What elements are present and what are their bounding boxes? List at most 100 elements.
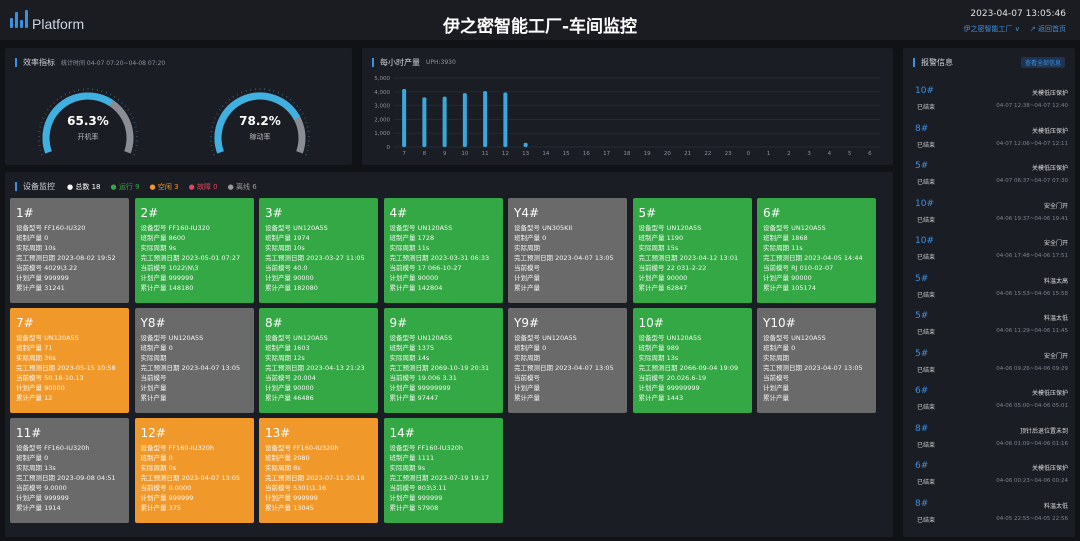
gauge-tick <box>73 89 75 93</box>
device-card[interactable]: Y10# 设备型号 UN120A5S 班制产量 0 实际周期 完工预测日期 2023-… <box>757 308 876 413</box>
alarm-status: 已结束 <box>917 179 936 186</box>
back-link[interactable]: ↗ 返回首页 <box>1029 25 1066 33</box>
gauge-tick <box>296 105 299 108</box>
alarm-item[interactable]: 8# 已结束 料温太低 04-05 22:55~04-05 22:56 <box>913 499 1068 537</box>
alarm-item[interactable]: 8# 已结束 关模低压保护 04-07 12:06~04-07 12:11 <box>913 124 1068 162</box>
view-all-alarms-link[interactable]: 查看全部信息 <box>1020 57 1065 68</box>
device-card[interactable]: 14# 设备型号 FF160-IU320h 班制产量 1111 实际周期 9s 完工预测… <box>383 418 503 523</box>
device-field: 计划产量 999999 <box>389 494 443 502</box>
device-card[interactable]: Y8# 设备型号 UN120A5S 班制产量 0 实际周期 完工预测日期 2023-0… <box>134 308 254 413</box>
device-field: 当前模号 <box>763 374 789 382</box>
alarm-item[interactable]: 5# 已结束 料温太低 04-06 11:29~04-06 11:45 <box>913 311 1068 349</box>
device-field: 累计产量 1443 <box>638 394 684 402</box>
device-field: 实际周期 <box>763 354 789 362</box>
alarm-item[interactable]: 5# 已结束 安全门开 04-06 09:26~04-06 09:29 <box>913 349 1068 387</box>
device-field: 累计产量 12 <box>16 394 53 402</box>
x-tick-label: 9 <box>443 151 447 157</box>
y-tick-label: 1,000 <box>374 131 390 137</box>
stat-1: ● 运行 9 <box>110 182 140 191</box>
device-field: 设备型号 UN120A5S <box>16 334 79 342</box>
device-field: 班制产量 0 <box>140 454 173 462</box>
device-field: 班制产量 0 <box>16 234 49 242</box>
alarm-item[interactable]: 5# 已结束 关模低压保护 04-07 06:37~04-07 07:30 <box>913 161 1068 199</box>
logo-text: Platform <box>32 16 85 32</box>
device-field: 计划产量 <box>140 384 167 392</box>
bar <box>503 92 508 147</box>
gauge-tick <box>212 121 215 124</box>
gauge-tick <box>240 91 243 94</box>
device-card[interactable]: 4# 设备型号 UN120A5S 班制产量 1728 实际周期 11s 完工预测日期 2… <box>383 198 503 303</box>
device-field: 计划产量 <box>514 384 540 392</box>
gauge-tick <box>228 98 231 101</box>
alarm-item[interactable]: 5# 已结束 料温太高 04-06 15:53~04-06 15:58 <box>913 274 1068 312</box>
x-tick-label: 0 <box>747 151 751 157</box>
device-card[interactable]: Y4# 设备型号 UN305KII 班制产量 0 实际周期 完工预测日期 2023-0… <box>508 198 627 303</box>
device-card[interactable]: 5# 设备型号 UN120A5S 班制产量 1190 实际周期 15s 完工预测日期 2… <box>632 198 752 303</box>
device-field: 实际周期 11s <box>763 244 803 252</box>
alarm-time: 04-07 06:37~04-07 07:30 <box>996 178 1068 184</box>
alarm-time: 04-06 05:00~04-06 05:01 <box>996 403 1068 409</box>
bar <box>523 142 528 147</box>
gauge-tick <box>236 93 239 96</box>
device-card[interactable]: 6# 设备型号 UN120A5S 班制产量 1868 实际周期 11s 完工预测日期 2… <box>757 198 876 303</box>
device-card[interactable]: 12# 设备型号 FF160-IU320h 班制产量 0 实际周期 0s 完工预测日期 … <box>134 418 254 523</box>
device-card[interactable]: 9# 设备型号 UN120A5S 班制产量 1375 实际周期 14s 完工预测日期 2… <box>383 308 503 413</box>
alarm-item[interactable]: 10# 已结束 安全门开 04-06 17:48~04-06 17:51 <box>913 236 1068 274</box>
device-card[interactable]: 2# 设备型号 FF160-IU320 班制产量 8600 实际周期 9s 完工预测日期… <box>134 198 254 303</box>
device-field: 完工预测日期 2023-04-07 13:05 <box>140 474 241 482</box>
page-title: 伊之密智能工厂-车间监控 <box>442 17 638 37</box>
alarm-time: 04-07 12:06~04-07 12:11 <box>996 140 1068 147</box>
gauge-tick <box>49 105 52 108</box>
device-field: 当前模号 1022\N\3 <box>140 264 199 272</box>
gauge-tick <box>133 121 136 124</box>
alarm-machine: 8# <box>915 498 929 509</box>
gauge-utilization: 78.2% 稼动率 <box>205 76 315 186</box>
device-field: 完工预测日期 2066-09-04 19:09 <box>638 364 739 372</box>
device-name: Y4# <box>514 206 540 220</box>
device-field: 当前模号 40.0 <box>265 264 308 272</box>
device-name: 8# <box>265 316 283 330</box>
device-card[interactable]: Y9# 设备型号 UN120A5S 班制产量 0 实际周期 完工预测日期 2023-0… <box>508 308 627 413</box>
alarm-item[interactable]: 6# 已结束 关模低压保护 04-06 05:00~04-06 05:01 <box>913 386 1068 424</box>
gauge-fill <box>214 92 301 154</box>
device-card[interactable]: 10# 设备型号 UN120A5S 班制产量 989 实际周期 13s 完工预测日期 2… <box>632 308 752 413</box>
device-field: 完工预测日期 2023-05-15 10:58 <box>16 364 116 372</box>
alarm-panel: 报警信息 查看全部信息 10# 已结束 关模低压保护 04-07 12:38~04-0… <box>903 48 1075 537</box>
alarm-item[interactable]: 10# 已结束 关模低压保护 04-07 12:38~04-07 12:40 <box>913 86 1068 124</box>
efficiency-panel: 效率指标 统计时间 04-07 07:20~04-08 07:20 65.3% 开机… <box>5 48 352 165</box>
alarm-item[interactable]: 10# 已结束 安全门开 04-06 19:37~04-06 19:41 <box>913 199 1068 237</box>
gauge-tick <box>127 109 130 111</box>
device-field: 班制产量 1728 <box>389 234 435 242</box>
header: Platform 伊之密智能工厂-车间监控 2023-04-07 13:05:4… <box>0 0 1080 40</box>
device-name: 3# <box>265 206 283 220</box>
device-field: 计划产量 999999 <box>16 494 69 502</box>
device-card[interactable]: 13# 设备型号 FF160-IU320h 班制产量 2080 实际周期 8s 完工预测… <box>259 418 378 523</box>
gauge-tick <box>281 93 284 96</box>
device-field: 班制产量 989 <box>638 344 680 352</box>
device-card[interactable]: 7# 设备型号 UN120A5S 班制产量 71 实际周期 36s 完工预测日期 202… <box>10 308 129 413</box>
device-card[interactable]: 8# 设备型号 UN120A5S 班制产量 1603 实际周期 12s 完工预测日期 2… <box>259 308 378 413</box>
factory-select[interactable]: 伊之密智能工厂 ∨ <box>963 25 1020 33</box>
device-field: 实际周期 15s <box>638 244 679 252</box>
device-field: 班制产量 0 <box>140 344 173 352</box>
device-field: 计划产量 999999 <box>140 494 194 502</box>
device-field: 当前模号 20.026.6-19 <box>638 374 707 382</box>
gauge-tick <box>117 98 120 101</box>
device-name: 1# <box>16 206 34 220</box>
alarm-item[interactable]: 8# 已结束 顶针后退位置未到 04-06 01:09~04-06 01:16 <box>913 424 1068 462</box>
gauge-tick <box>113 95 116 98</box>
device-field: 累计产量 375 <box>140 504 182 512</box>
device-field: 当前模号 22 031-2-22 <box>638 264 707 272</box>
x-tick-label: 1 <box>767 151 771 157</box>
device-card[interactable]: 1# 设备型号 FF160-IU320 班制产量 0 实际周期 10s 完工预测日期 2… <box>10 198 129 303</box>
device-field: 当前模号 <box>140 374 167 382</box>
gauge-tick <box>273 89 275 93</box>
device-field: 累计产量 97447 <box>389 394 439 402</box>
device-field: 累计产量 1914 <box>16 504 61 512</box>
stat-3: ● 故障 0 <box>188 182 218 191</box>
device-card[interactable]: 11# 设备型号 FF160-IU320h 班制产量 0 实际周期 13s 完工预测日期… <box>10 418 129 523</box>
alarm-time: 04-06 17:48~04-06 17:51 <box>996 253 1068 259</box>
alarm-item[interactable]: 6# 已结束 关模低压保护 04-06 00:23~04-06 00:24 <box>913 461 1068 499</box>
device-card[interactable]: 3# 设备型号 UN120A5S 班制产量 1974 实际周期 10s 完工预测日期 2… <box>259 198 378 303</box>
device-name: 12# <box>140 426 166 440</box>
